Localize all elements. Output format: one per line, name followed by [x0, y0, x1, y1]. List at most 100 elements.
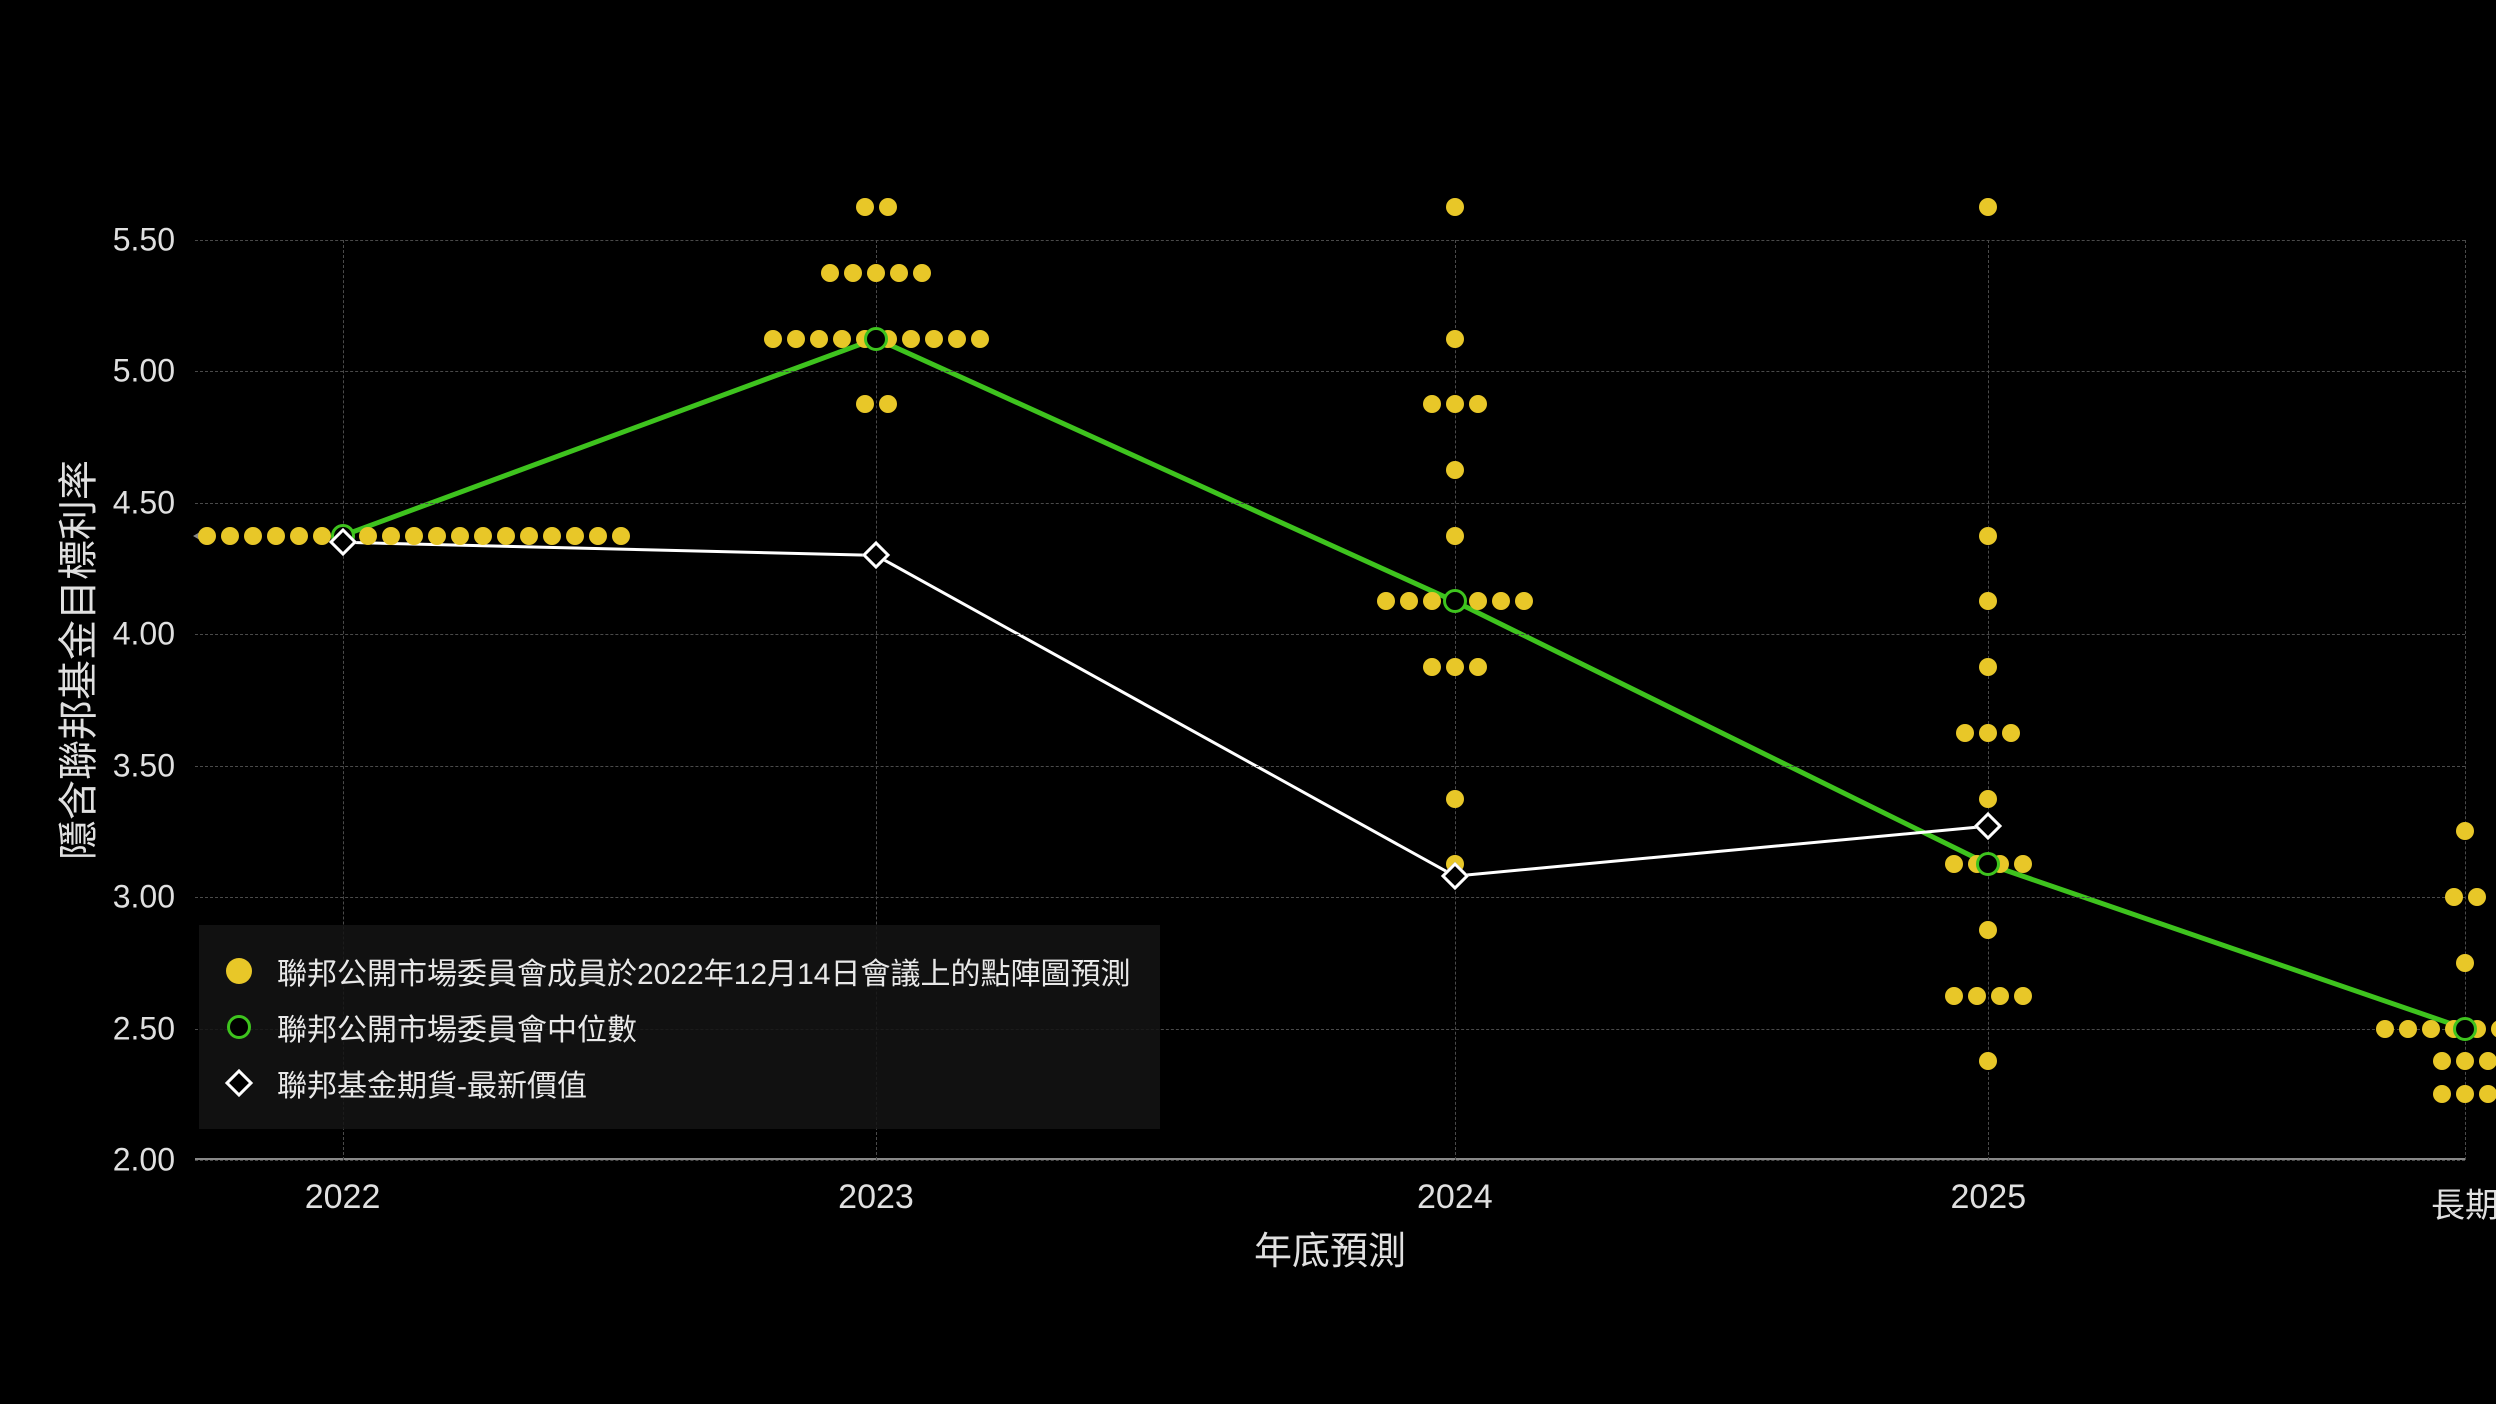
y-tick-label: 4.50: [113, 484, 175, 521]
forecast-dot: [1446, 527, 1464, 545]
forecast-dot: [2468, 888, 2486, 906]
futures-marker: [862, 541, 890, 569]
forecast-dot: [856, 198, 874, 216]
forecast-dot: [2479, 1085, 2496, 1103]
forecast-dot: [879, 395, 897, 413]
forecast-dot: [1991, 987, 2009, 1005]
forecast-dot: [428, 527, 446, 545]
forecast-dot: [451, 527, 469, 545]
forecast-dot: [1423, 592, 1441, 610]
legend-median-icon: [219, 1007, 259, 1047]
x-tick-label: 2022: [305, 1178, 381, 1217]
forecast-dot: [290, 527, 308, 545]
forecast-dot: [1979, 198, 1997, 216]
forecast-dot: [856, 395, 874, 413]
median-marker: [1976, 852, 2000, 876]
forecast-dot: [221, 527, 239, 545]
legend-dot-icon: [219, 951, 259, 991]
forecast-dot: [474, 527, 492, 545]
forecast-dot: [2491, 1020, 2496, 1038]
forecast-dot: [1446, 790, 1464, 808]
forecast-dot: [1979, 1052, 1997, 1070]
forecast-dot: [948, 330, 966, 348]
gridline-h: [195, 371, 2465, 372]
forecast-dot: [1469, 658, 1487, 676]
forecast-dot: [879, 198, 897, 216]
forecast-dot: [1979, 724, 1997, 742]
gridline-v: [1988, 240, 1989, 1160]
forecast-dot: [890, 264, 908, 282]
forecast-dot: [1492, 592, 1510, 610]
legend-label: 聯邦基金期貨-最新價值: [277, 1061, 587, 1105]
gridline-h: [195, 1160, 2465, 1161]
x-tick-label: 2025: [1950, 1178, 2026, 1217]
y-tick-label: 5.00: [113, 353, 175, 390]
forecast-dot: [2014, 855, 2032, 873]
gridline-h: [195, 897, 2465, 898]
forecast-dot: [867, 264, 885, 282]
forecast-dot: [359, 527, 377, 545]
forecast-dot: [1446, 395, 1464, 413]
forecast-dot: [1945, 987, 1963, 1005]
forecast-dot: [244, 527, 262, 545]
median-marker: [2453, 1017, 2477, 1041]
forecast-dot: [1956, 724, 1974, 742]
forecast-dot: [1945, 855, 1963, 873]
forecast-dot: [833, 330, 851, 348]
y-tick-label: 3.50: [113, 747, 175, 784]
legend-label: 聯邦公開市場委員會中位數: [277, 1005, 637, 1049]
y-tick-label: 2.50: [113, 1010, 175, 1047]
gridline-h: [195, 240, 2465, 241]
forecast-dot: [913, 264, 931, 282]
forecast-dot: [1446, 461, 1464, 479]
forecast-dot: [2422, 1020, 2440, 1038]
x-tick-label: 2024: [1417, 1178, 1493, 1217]
letterbox-top: [0, 0, 2496, 100]
gridline-h: [195, 503, 2465, 504]
forecast-dot: [821, 264, 839, 282]
forecast-dot: [1446, 198, 1464, 216]
forecast-dot: [764, 330, 782, 348]
forecast-dot: [1446, 658, 1464, 676]
legend-item: 聯邦基金期貨-最新價值: [219, 1055, 1130, 1111]
forecast-dot: [1979, 592, 1997, 610]
dot-plot-chart: 隱含聯邦基金目標利率 2.002.503.003.504.004.505.005…: [0, 100, 2496, 1304]
median-marker: [1443, 589, 1467, 613]
y-tick-label: 3.00: [113, 879, 175, 916]
forecast-dot: [2456, 1085, 2474, 1103]
forecast-dot: [2399, 1020, 2417, 1038]
forecast-dot: [267, 527, 285, 545]
forecast-dot: [1423, 658, 1441, 676]
forecast-dot: [1377, 592, 1395, 610]
forecast-dot: [543, 527, 561, 545]
forecast-dot: [2433, 1085, 2451, 1103]
plot-area: 2.002.503.003.504.004.505.005.5020222023…: [195, 240, 2465, 1160]
legend-item: 聯邦公開市場委員會中位數: [219, 999, 1130, 1055]
forecast-dot: [810, 330, 828, 348]
forecast-dot: [787, 330, 805, 348]
gridline-v: [1455, 240, 1456, 1160]
futures-marker: [1441, 862, 1469, 890]
forecast-dot: [198, 527, 216, 545]
legend: 聯邦公開市場委員會成員於2022年12月14日會議上的點陣圖預測聯邦公開市場委員…: [199, 925, 1160, 1129]
futures-marker: [1974, 812, 2002, 840]
forecast-dot: [1979, 527, 1997, 545]
forecast-dot: [382, 527, 400, 545]
x-axis-label: 年底預測: [1254, 1220, 1406, 1275]
legend-futures-icon: [219, 1063, 259, 1103]
y-tick-label: 4.00: [113, 616, 175, 653]
forecast-dot: [2014, 987, 2032, 1005]
forecast-dot: [2456, 954, 2474, 972]
forecast-dot: [2456, 1052, 2474, 1070]
x-tick-label: 2023: [838, 1178, 914, 1217]
x-tick-label: 長期: [2431, 1178, 2496, 1227]
forecast-dot: [1968, 987, 1986, 1005]
forecast-dot: [520, 527, 538, 545]
y-tick-label: 2.00: [113, 1142, 175, 1179]
forecast-dot: [844, 264, 862, 282]
forecast-dot: [1400, 592, 1418, 610]
legend-item: 聯邦公開市場委員會成員於2022年12月14日會議上的點陣圖預測: [219, 943, 1130, 999]
forecast-dot: [2433, 1052, 2451, 1070]
forecast-dot: [2002, 724, 2020, 742]
gridline-h: [195, 766, 2465, 767]
